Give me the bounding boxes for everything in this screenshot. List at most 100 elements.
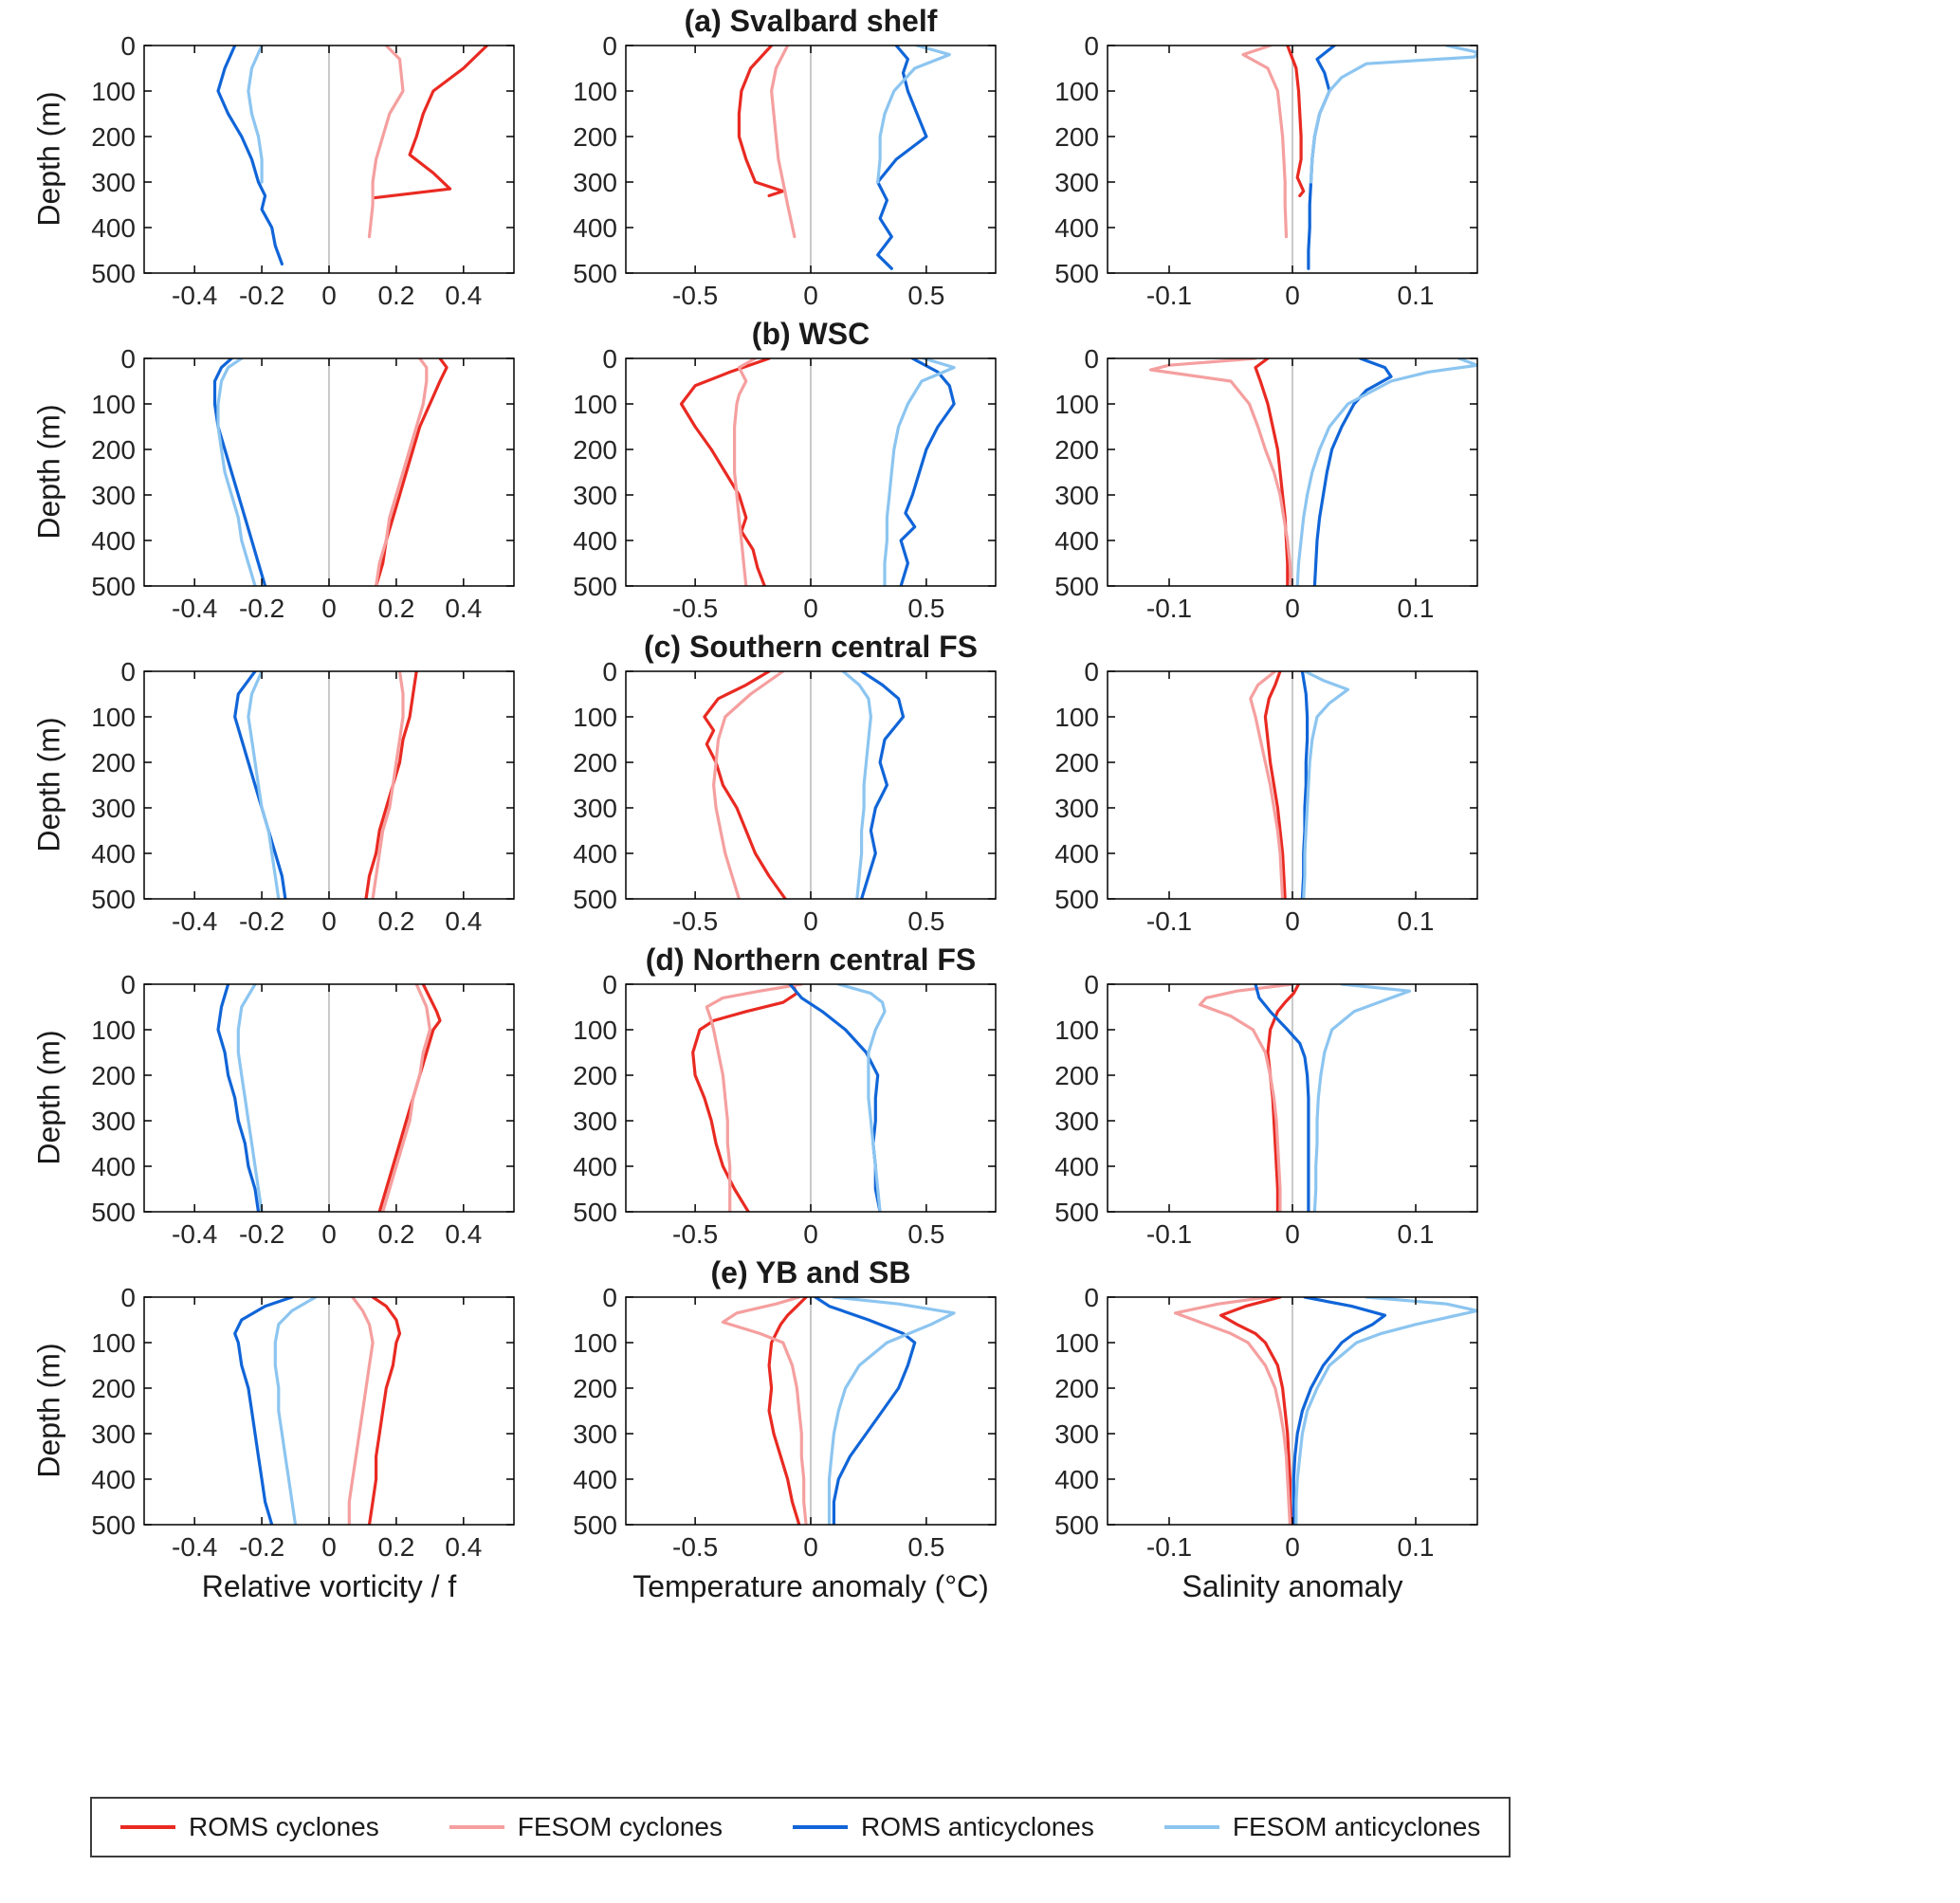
x-tick-label: 0 bbox=[321, 281, 337, 310]
series-line-fesom-cyclones bbox=[769, 46, 797, 239]
x-tick-label: 0.5 bbox=[907, 1532, 944, 1562]
panel-c-temperature: -0.5 0 0.5 0 100 200 300 400 500 bbox=[573, 657, 997, 936]
series-line-fesom-anticyclones bbox=[236, 984, 264, 1212]
y-tick-label: 400 bbox=[573, 1465, 617, 1494]
series-line-roms-cyclones bbox=[1218, 1297, 1293, 1525]
x-tick-label: 0.2 bbox=[377, 281, 414, 310]
y-tick-label: 300 bbox=[573, 481, 617, 510]
series-line-fesom-cyclones bbox=[1198, 984, 1294, 1212]
y-tick-label: 100 bbox=[91, 1016, 136, 1045]
series-line-fesom-anticyclones bbox=[827, 1297, 956, 1525]
series-line-roms-cyclones bbox=[1263, 671, 1287, 899]
x-tick-label: -0.1 bbox=[1146, 1219, 1192, 1249]
x-tick-label: -0.4 bbox=[172, 281, 217, 310]
series-group bbox=[233, 671, 418, 899]
y-tick-label: 500 bbox=[91, 1510, 136, 1540]
x-tick-label: 0.4 bbox=[445, 281, 482, 310]
y-tick-label: 300 bbox=[91, 481, 136, 510]
series-line-roms-anticyclones bbox=[814, 1297, 917, 1525]
x-tick-label: -0.4 bbox=[172, 1219, 217, 1249]
y-tick-label: 0 bbox=[602, 1283, 617, 1312]
x-tick-label: 0.1 bbox=[1398, 281, 1435, 310]
x-tick-label: -0.2 bbox=[239, 1219, 284, 1249]
y-tick-label: 0 bbox=[120, 344, 136, 374]
x-tick-label: -0.2 bbox=[239, 594, 284, 623]
y-tick-label: 0 bbox=[602, 970, 617, 999]
series-line-fesom-anticyclones bbox=[1312, 984, 1412, 1212]
y-tick-label: 500 bbox=[1054, 259, 1099, 288]
y-tick-label: 300 bbox=[573, 168, 617, 197]
x-tick-label: -0.1 bbox=[1146, 906, 1192, 936]
row-title-c: (c) Southern central FS bbox=[643, 630, 979, 664]
y-tick-label: 500 bbox=[1054, 885, 1099, 914]
series-line-fesom-cyclones bbox=[1148, 358, 1293, 586]
panel-d-vorticity: -0.4 -0.2 0 0.2 0.4 0 100 200 300 400 500 bbox=[91, 970, 515, 1249]
series-line-roms-anticyclones bbox=[899, 358, 956, 586]
y-tick-label: 200 bbox=[1054, 435, 1099, 465]
series-line-roms-anticyclones bbox=[233, 1297, 294, 1525]
y-tick-label: 300 bbox=[573, 794, 617, 823]
y-tick-label: 300 bbox=[1054, 168, 1099, 197]
series-line-fesom-anticyclones bbox=[273, 1297, 318, 1525]
series-group bbox=[1198, 984, 1412, 1212]
x-tick-label: 0 bbox=[321, 1532, 337, 1562]
y-tick-label: 0 bbox=[602, 344, 617, 374]
x-tick-label: 0 bbox=[803, 594, 818, 623]
series-line-fesom-anticyclones bbox=[841, 671, 873, 899]
x-tick-label: -0.4 bbox=[172, 906, 217, 936]
x-tick-label: 0 bbox=[321, 1219, 337, 1249]
series-line-fesom-cyclones bbox=[371, 671, 405, 899]
x-tick-label: 0.5 bbox=[907, 906, 944, 936]
y-tick-label: 100 bbox=[1054, 77, 1099, 106]
x-tick-label: -0.1 bbox=[1146, 281, 1192, 310]
series-group bbox=[737, 46, 951, 270]
y-tick-label: 400 bbox=[1054, 1465, 1099, 1494]
series-line-roms-cyclones bbox=[679, 358, 771, 586]
y-tick-label: 200 bbox=[91, 1374, 136, 1403]
y-tick-label: 200 bbox=[573, 1374, 617, 1403]
y-tick-label: 500 bbox=[1054, 572, 1099, 601]
y-tick-label: 400 bbox=[573, 526, 617, 556]
series-line-roms-anticyclones bbox=[212, 358, 267, 586]
series-group bbox=[212, 358, 449, 586]
y-tick-label: 300 bbox=[1054, 1419, 1099, 1449]
series-group bbox=[703, 671, 906, 899]
y-tick-label: 500 bbox=[1054, 1510, 1099, 1540]
series-line-fesom-cyclones bbox=[721, 1297, 808, 1525]
series-line-fesom-cyclones bbox=[1241, 46, 1289, 239]
series-line-fesom-cyclones bbox=[705, 984, 803, 1212]
series-line-roms-cyclones bbox=[1286, 46, 1306, 197]
y-tick-label: 400 bbox=[91, 1152, 136, 1181]
x-tick-label: 0 bbox=[803, 1219, 818, 1249]
x-tick-label: 0.4 bbox=[445, 906, 482, 936]
series-group bbox=[691, 984, 887, 1212]
y-tick-label: 100 bbox=[1054, 703, 1099, 732]
row-title-d: (d) Northern central FS bbox=[645, 942, 977, 977]
x-tick-label: -0.5 bbox=[672, 906, 718, 936]
panel-e-vorticity: -0.4 -0.2 0 0.2 0.4 0 100 200 300 400 500 bbox=[91, 1283, 515, 1562]
x-tick-label: 0.5 bbox=[907, 281, 944, 310]
y-tick-label: 200 bbox=[1054, 1374, 1099, 1403]
y-tick-label: 500 bbox=[91, 259, 136, 288]
y-tick-label: 400 bbox=[1054, 839, 1099, 869]
y-tick-label: 300 bbox=[1054, 481, 1099, 510]
y-tick-label: 200 bbox=[91, 122, 136, 152]
x-tick-label: 0.1 bbox=[1398, 906, 1435, 936]
y-tick-label: 200 bbox=[1054, 1061, 1099, 1090]
legend-item-roms-anticyclones: ROMS anticyclones bbox=[793, 1812, 1094, 1842]
row-title-e: (e) YB and SB bbox=[710, 1255, 911, 1290]
y-axis-label-row-b: Depth (m) bbox=[31, 404, 66, 540]
y-tick-label: 500 bbox=[1054, 1198, 1099, 1227]
x-tick-label: 0.1 bbox=[1398, 594, 1435, 623]
panel-a-salinity: -0.1 0 0.1 0 100 200 300 400 500 bbox=[1054, 31, 1478, 310]
y-tick-label: 0 bbox=[602, 657, 617, 686]
x-tick-label: 0.4 bbox=[445, 1532, 482, 1562]
panel-d-salinity: -0.1 0 0.1 0 100 200 300 400 500 bbox=[1054, 970, 1478, 1249]
y-tick-label: 400 bbox=[91, 839, 136, 869]
panel-d-temperature: -0.5 0 0.5 0 100 200 300 400 500 bbox=[573, 970, 997, 1249]
y-tick-label: 0 bbox=[120, 657, 136, 686]
y-tick-label: 0 bbox=[1084, 657, 1099, 686]
y-tick-label: 400 bbox=[1054, 213, 1099, 243]
series-line-roms-cyclones bbox=[767, 1297, 808, 1525]
